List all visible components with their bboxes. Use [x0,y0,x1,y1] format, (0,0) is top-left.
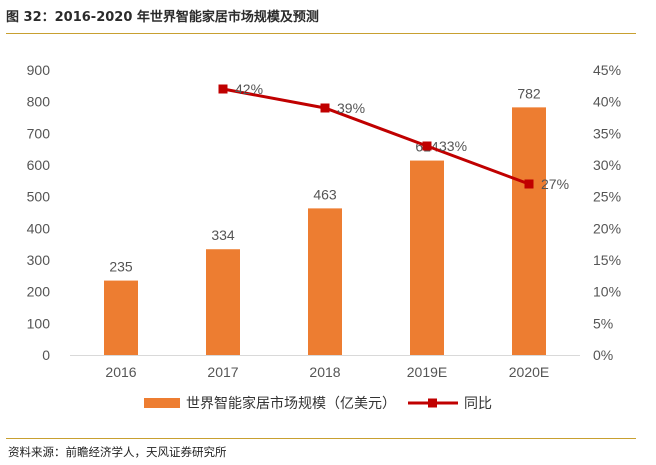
x-tick-label: 2017 [207,364,238,380]
bar-value-label: 334 [211,227,235,243]
source-rule [6,438,636,439]
y-right-tick-label: 30% [593,157,621,173]
y-left-tick-label: 300 [27,252,51,268]
yoy-point [320,103,330,113]
chart-area: 0 100 200 300 400 500 600 700 800 900 0% 5% 10% 15% 20… [27,62,621,412]
bar-2019E [410,160,444,355]
x-tick-label: 2019E [407,364,447,380]
yoy-point [524,179,534,189]
bar-2018 [308,208,342,355]
yoy-value-label: 39% [337,100,365,116]
yoy-value-label: 33% [439,138,467,154]
chart-title: 图 32：2016-2020 年世界智能家居市场规模及预测 [6,10,319,25]
y-right-tick-label: 10% [593,284,621,300]
y-left-tick-label: 600 [27,157,51,173]
legend-line-marker [428,398,437,408]
yoy-line [222,87,530,186]
y-right-tick-label: 35% [593,125,621,141]
bar-value-label: 782 [517,85,541,101]
yoy-value-label: 42% [235,81,263,97]
y-right-tick-label: 45% [593,62,621,78]
x-tick-label: 2020E [509,364,549,380]
y-left-tick-label: 0 [42,347,50,363]
legend-bar-swatch [144,398,180,408]
bar-2020E [512,107,546,355]
x-tick-label: 2018 [309,364,340,380]
y-left-tick-label: 200 [27,284,51,300]
bar-value-label: 463 [313,186,337,202]
y-right-tick-label: 20% [593,220,621,236]
yoy-value-label: 27% [541,176,569,192]
y-right-tick-label: 40% [593,94,621,110]
yoy-point [422,141,432,151]
y-right-tick-label: 25% [593,189,621,205]
y-left-tick-label: 400 [27,220,51,236]
legend-line-label: 同比 [464,396,492,412]
x-tick-label: 2016 [105,364,136,380]
bar-2016 [104,280,138,355]
source-note: 资料来源：前瞻经济学人，天风证券研究所 [8,445,227,459]
y-right-tick-label: 5% [593,315,613,331]
legend-bar-label: 世界智能家居市场规模（亿美元） [186,395,396,412]
title-rule [6,33,636,34]
bar-2017 [206,249,240,355]
y-left-tick-label: 100 [27,315,51,331]
yoy-point [218,84,228,94]
y-left-tick-label: 500 [27,189,51,205]
bar-value-label: 235 [109,259,133,275]
y-right-tick-label: 0% [593,347,613,363]
y-right-tick-label: 15% [593,252,621,268]
y-left-tick-label: 700 [27,125,51,141]
y-left-tick-label: 800 [27,94,51,110]
y-left-tick-label: 900 [27,62,51,78]
